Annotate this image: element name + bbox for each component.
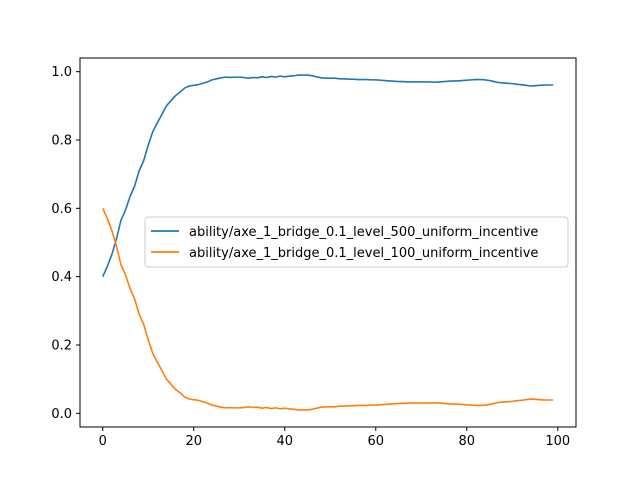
y-tick-label: 0.6 bbox=[51, 202, 72, 217]
series-line-2 bbox=[102, 208, 554, 411]
y-tick-label: 0.8 bbox=[51, 134, 72, 149]
x-tick-label: 60 bbox=[368, 434, 385, 449]
series-line-1 bbox=[102, 74, 554, 277]
plot-frame bbox=[79, 57, 577, 428]
legend: ability/axe_1_bridge_0.1_level_500_unifo… bbox=[144, 216, 569, 268]
legend-label-1: ability/axe_1_bridge_0.1_level_500_unifo… bbox=[189, 225, 538, 240]
x-tick-label: 0 bbox=[99, 434, 107, 449]
y-tick-label: 1.0 bbox=[51, 65, 72, 80]
x-tick-label: 40 bbox=[276, 434, 293, 449]
y-tick-label: 0.2 bbox=[51, 339, 72, 354]
x-tick-label: 100 bbox=[545, 434, 570, 449]
legend-label-2: ability/axe_1_bridge_0.1_level_100_unifo… bbox=[189, 246, 538, 261]
legend-box bbox=[144, 216, 569, 268]
x-tick-label: 20 bbox=[185, 434, 202, 449]
y-axis: 0.0 0.2 0.4 0.6 0.8 1.0 bbox=[51, 65, 80, 422]
x-tick-label: 80 bbox=[459, 434, 476, 449]
y-tick-label: 0.4 bbox=[51, 270, 72, 285]
y-tick-label: 0.0 bbox=[51, 407, 72, 422]
series-layer bbox=[102, 74, 554, 411]
x-axis: 0 20 40 60 80 100 bbox=[99, 427, 570, 449]
